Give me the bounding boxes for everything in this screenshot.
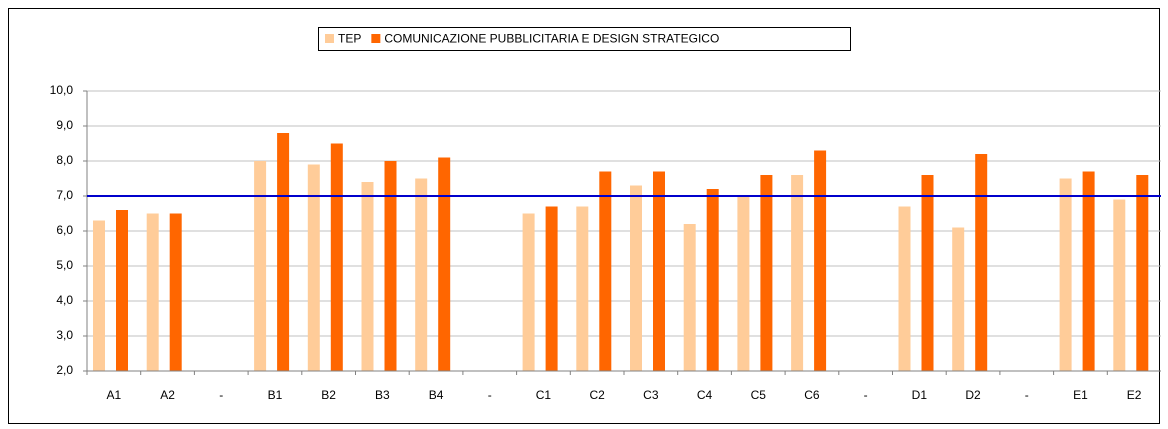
bar (952, 227, 965, 371)
x-tick-label: C5 (751, 388, 767, 402)
x-tick-label: A2 (160, 388, 175, 402)
x-tick-label: - (1025, 388, 1029, 402)
y-tick-label: 7,0 (56, 188, 73, 202)
bar (1136, 175, 1149, 371)
bar (1082, 171, 1095, 371)
x-tick-label: C4 (697, 388, 713, 402)
x-tick-label: B4 (429, 388, 444, 402)
x-tick-label: B1 (268, 388, 283, 402)
bar (330, 143, 343, 371)
x-tick-label: E2 (1127, 388, 1142, 402)
y-tick-label: 10,0 (50, 83, 74, 97)
x-tick-label: A1 (107, 388, 122, 402)
x-tick-label: E1 (1073, 388, 1088, 402)
bar (384, 161, 397, 371)
bar (116, 210, 128, 371)
bar (522, 213, 535, 371)
bar (361, 182, 374, 371)
y-tick-label: 4,0 (56, 293, 73, 307)
bar (975, 154, 988, 371)
x-tick-label: - (219, 388, 223, 402)
bar (307, 164, 320, 371)
chart-border (8, 8, 1160, 424)
bar (599, 171, 612, 371)
bar (760, 175, 773, 371)
bar (791, 175, 804, 371)
x-tick-label: C6 (804, 388, 820, 402)
bar (545, 206, 558, 371)
bar (921, 175, 934, 371)
y-tick-label: 3,0 (56, 328, 73, 342)
bar (898, 206, 911, 371)
bar (415, 178, 428, 371)
bar (683, 224, 696, 371)
x-tick-label: C1 (536, 388, 552, 402)
legend-swatch (325, 34, 334, 43)
bar (630, 185, 642, 371)
y-tick-label: 2,0 (56, 363, 73, 377)
legend-swatch (371, 34, 381, 43)
bar (706, 189, 719, 371)
x-tick-label: - (488, 388, 492, 402)
bar (169, 213, 182, 371)
bar (653, 171, 665, 371)
bar (93, 220, 105, 371)
y-tick-label: 9,0 (56, 118, 73, 132)
legend-label: COMUNICAZIONE PUBBLICITARIA E DESIGN STR… (384, 32, 719, 46)
y-tick-label: 5,0 (56, 258, 73, 272)
bar (1059, 178, 1072, 371)
x-tick-label: B3 (375, 388, 390, 402)
bar (576, 206, 589, 371)
x-tick-label: B2 (321, 388, 336, 402)
bar (438, 157, 451, 371)
bar (1113, 199, 1126, 371)
bar (146, 213, 159, 371)
x-tick-label: D2 (965, 388, 981, 402)
x-tick-label: - (864, 388, 868, 402)
bar (814, 150, 827, 371)
bar (737, 196, 750, 371)
legend-label: TEP (338, 32, 361, 46)
x-tick-label: C3 (643, 388, 659, 402)
legend-box (318, 27, 851, 51)
x-tick-label: D1 (912, 388, 928, 402)
y-tick-label: 8,0 (56, 153, 73, 167)
bar (254, 161, 267, 371)
bar (277, 133, 290, 371)
x-tick-label: C2 (589, 388, 605, 402)
y-tick-label: 6,0 (56, 223, 73, 237)
